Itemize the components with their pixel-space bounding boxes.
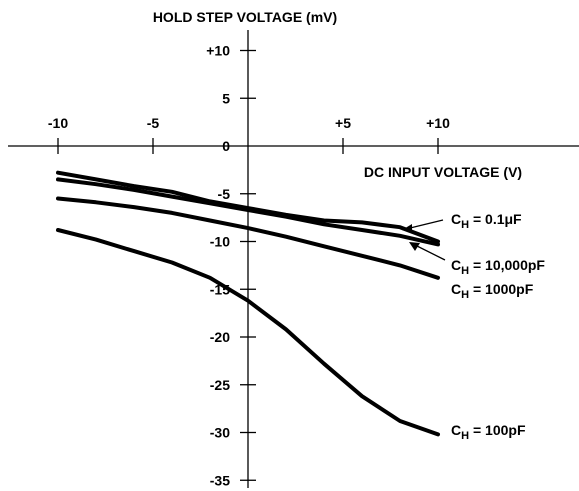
axes bbox=[8, 30, 579, 488]
series-label-4: CH = 100pF bbox=[451, 422, 526, 442]
series-label-1: CH = 0.1μF bbox=[451, 211, 522, 231]
x-tick-label: -10 bbox=[48, 115, 68, 131]
y-tick-label: -25 bbox=[210, 377, 230, 393]
y-tick-label: -5 bbox=[218, 186, 231, 202]
x-tick-label: -5 bbox=[147, 115, 160, 131]
pointer-arrow-1 bbox=[402, 224, 412, 233]
series-line-4 bbox=[56, 228, 440, 437]
pointer-line-2 bbox=[412, 243, 446, 261]
series-line-2 bbox=[56, 177, 440, 247]
x-tick-label: +5 bbox=[335, 115, 351, 131]
pointer-arrow-2 bbox=[409, 242, 420, 251]
series-label-3: CH = 1000pF bbox=[451, 281, 534, 301]
y-tick-label: -20 bbox=[210, 329, 230, 345]
chart-title: HOLD STEP VOLTAGE (mV) bbox=[153, 9, 337, 25]
y-tick-label: 0 bbox=[222, 138, 230, 154]
y-tick-label: +10 bbox=[206, 43, 230, 59]
x-axis-label: DC INPUT VOLTAGE (V) bbox=[364, 164, 522, 180]
y-tick-label: -30 bbox=[210, 425, 230, 441]
x-tick-label: +10 bbox=[426, 115, 450, 131]
y-tick-label: -35 bbox=[210, 472, 230, 488]
pointer-line-1 bbox=[405, 219, 444, 230]
y-tick-label: -10 bbox=[210, 234, 230, 250]
series-line-3 bbox=[56, 196, 440, 280]
series-label-2: CH = 10,000pF bbox=[451, 257, 545, 277]
series-lines bbox=[56, 170, 440, 437]
series-labels: CH = 0.1μF CH = 10,000pF CH = 1000pF CH = 1… bbox=[402, 211, 545, 442]
y-tick-label: 5 bbox=[222, 90, 230, 106]
